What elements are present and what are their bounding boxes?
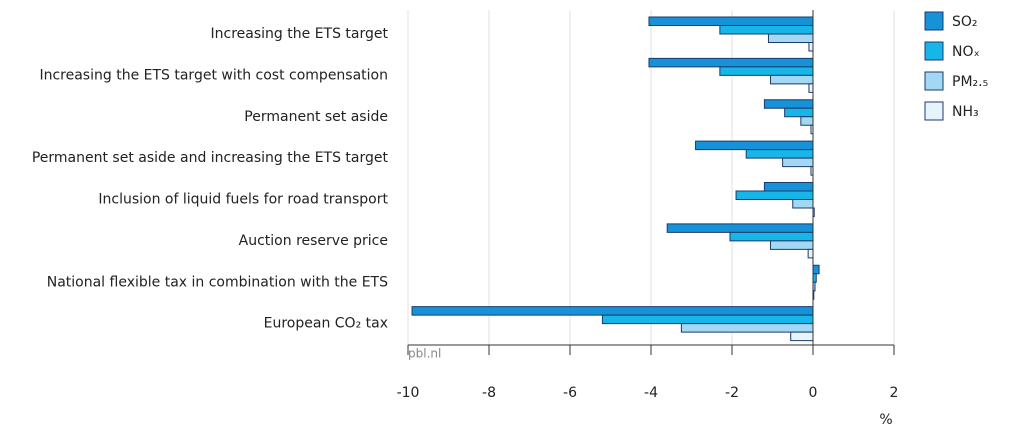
bar	[784, 107, 814, 118]
bar	[695, 140, 814, 151]
x-axis-label: %	[879, 412, 892, 428]
bar	[735, 190, 814, 200]
bar	[808, 83, 814, 93]
bar	[601, 314, 814, 325]
legend-swatch	[924, 41, 944, 61]
bar	[763, 99, 814, 109]
bar	[782, 157, 814, 168]
x-tick-label: -8	[482, 385, 496, 401]
legend-label: SO₂	[952, 14, 978, 30]
legend-label: PM₂.₅	[952, 74, 988, 90]
bar	[790, 331, 814, 342]
bar	[680, 323, 814, 333]
y-tick-label: Auction reserve price	[239, 233, 388, 249]
x-tick-label: 2	[890, 385, 899, 401]
bar	[745, 149, 814, 159]
bar	[411, 306, 814, 316]
y-tick-label: Inclusion of liquid fuels for road trans…	[98, 192, 388, 208]
y-tick-label: National flexible tax in combination wit…	[47, 274, 388, 290]
x-tick-label: -4	[644, 385, 658, 401]
y-tick-label: Increasing the ETS target with cost comp…	[39, 67, 388, 83]
y-tick-label: Permanent set aside and increasing the E…	[32, 150, 389, 166]
bar	[648, 57, 814, 68]
bar	[792, 199, 814, 209]
x-tick-label: -10	[397, 385, 420, 401]
bar	[763, 182, 814, 192]
bar	[719, 25, 814, 35]
bar	[812, 264, 820, 275]
x-tick-label: -6	[563, 385, 577, 401]
legend-swatch	[924, 71, 944, 91]
bar	[666, 223, 814, 233]
bar	[808, 42, 814, 52]
y-tick-label: Permanent set aside	[244, 109, 388, 125]
y-tick-label: Increasing the ETS target	[211, 26, 389, 42]
legend-swatch	[924, 101, 944, 121]
bar	[807, 248, 814, 259]
bar	[729, 231, 814, 242]
legend-label: NOₓ	[952, 44, 980, 60]
bar	[648, 16, 814, 26]
x-tick-label: 0	[809, 385, 818, 401]
bar	[769, 240, 814, 250]
bar	[767, 33, 814, 43]
y-tick-label: European CO₂ tax	[264, 316, 388, 332]
legend-label: NH₃	[952, 104, 979, 120]
x-tick-label: -2	[725, 385, 739, 401]
legend-swatch	[924, 11, 944, 31]
bar	[769, 74, 814, 85]
source: pbl.nl	[408, 347, 441, 361]
bar	[800, 116, 814, 126]
bar	[719, 66, 814, 76]
